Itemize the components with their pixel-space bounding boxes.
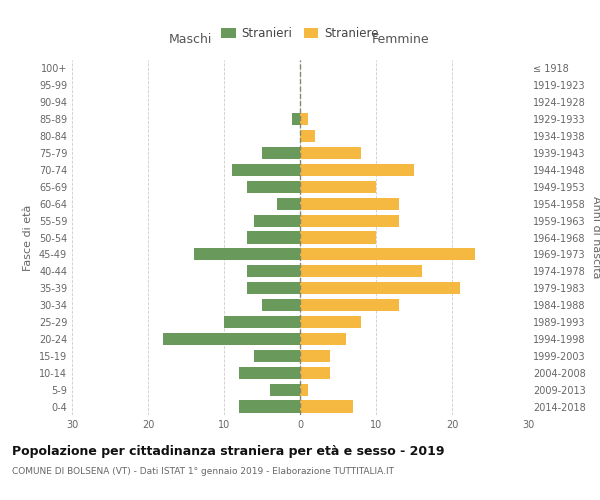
Bar: [277, 198, 300, 210]
Bar: [247, 282, 300, 294]
Bar: [300, 400, 353, 412]
Bar: [269, 384, 300, 396]
Bar: [194, 248, 300, 260]
Bar: [232, 164, 300, 176]
Text: COMUNE DI BOLSENA (VT) - Dati ISTAT 1° gennaio 2019 - Elaborazione TUTTITALIA.IT: COMUNE DI BOLSENA (VT) - Dati ISTAT 1° g…: [12, 468, 394, 476]
Bar: [247, 180, 300, 193]
Bar: [300, 316, 361, 328]
Bar: [254, 214, 300, 226]
Bar: [300, 299, 399, 311]
Bar: [224, 316, 300, 328]
Y-axis label: Fasce di età: Fasce di età: [23, 204, 33, 270]
Text: Femmine: Femmine: [371, 33, 429, 46]
Text: Popolazione per cittadinanza straniera per età e sesso - 2019: Popolazione per cittadinanza straniera p…: [12, 445, 445, 458]
Bar: [300, 232, 376, 243]
Bar: [300, 366, 331, 379]
Bar: [239, 400, 300, 412]
Bar: [300, 248, 475, 260]
Bar: [262, 147, 300, 159]
Bar: [300, 384, 308, 396]
Bar: [300, 214, 399, 226]
Bar: [300, 180, 376, 193]
Bar: [300, 198, 399, 210]
Bar: [247, 232, 300, 243]
Bar: [292, 113, 300, 126]
Bar: [300, 333, 346, 345]
Bar: [300, 350, 331, 362]
Legend: Stranieri, Straniere: Stranieri, Straniere: [218, 24, 382, 44]
Text: Maschi: Maschi: [169, 33, 212, 46]
Bar: [262, 299, 300, 311]
Bar: [247, 265, 300, 278]
Bar: [300, 164, 414, 176]
Bar: [300, 130, 315, 142]
Bar: [163, 333, 300, 345]
Y-axis label: Anni di nascita: Anni di nascita: [591, 196, 600, 279]
Bar: [300, 265, 422, 278]
Bar: [239, 366, 300, 379]
Bar: [300, 147, 361, 159]
Bar: [254, 350, 300, 362]
Bar: [300, 282, 460, 294]
Bar: [300, 113, 308, 126]
